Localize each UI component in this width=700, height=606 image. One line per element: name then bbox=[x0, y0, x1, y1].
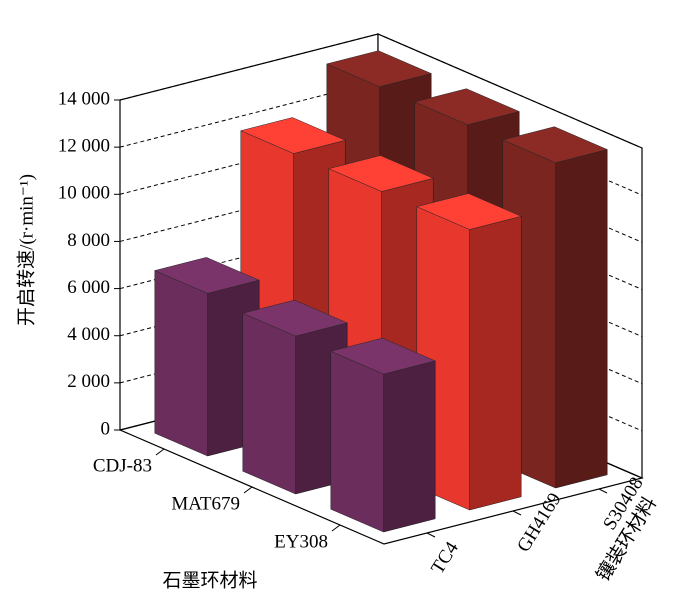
bar bbox=[330, 337, 436, 533]
x-tick bbox=[243, 486, 253, 494]
x-tick bbox=[331, 524, 341, 532]
y-tick-label: 4 000 bbox=[67, 324, 110, 345]
y-tick-label: 0 bbox=[101, 418, 111, 439]
x-tick bbox=[155, 448, 165, 456]
y-tick-label: 6 000 bbox=[67, 277, 110, 298]
bar-top bbox=[328, 155, 434, 192]
bar-top bbox=[240, 117, 346, 154]
bar-top bbox=[502, 126, 608, 163]
y-tick-label: 12 000 bbox=[58, 136, 110, 157]
depth-tick-label: TC4 bbox=[427, 538, 463, 578]
bar-top bbox=[326, 50, 432, 87]
bar-top bbox=[414, 88, 520, 125]
bar-front bbox=[330, 350, 384, 533]
bar-top bbox=[242, 299, 348, 337]
x-tick-label: MAT679 bbox=[171, 493, 240, 514]
bar-front bbox=[154, 270, 208, 457]
x-tick-label: CDJ-83 bbox=[93, 455, 152, 476]
bar-front bbox=[242, 312, 296, 495]
bar-top bbox=[154, 257, 260, 294]
bar-top bbox=[416, 193, 522, 230]
depth-tick-label: GH4169 bbox=[513, 489, 565, 556]
bar-side bbox=[383, 360, 436, 533]
y-tick-label: 10 000 bbox=[58, 183, 110, 204]
depth-tick bbox=[598, 488, 608, 494]
depth-tick bbox=[512, 510, 522, 516]
y-tick-label: 14 000 bbox=[58, 88, 110, 109]
y-tick-label: 8 000 bbox=[67, 230, 110, 251]
grid-line bbox=[119, 33, 643, 149]
y-tick-label: 2 000 bbox=[67, 371, 110, 392]
bar-side bbox=[469, 215, 522, 511]
x-tick-label: EY308 bbox=[274, 531, 328, 552]
depth-tick bbox=[426, 532, 436, 538]
y-axis-title: 开启转速/(r·min⁻¹) bbox=[15, 174, 37, 326]
bar-side bbox=[555, 149, 608, 489]
x-axis-title: 石墨环材料 bbox=[162, 569, 257, 591]
bar-top bbox=[330, 337, 436, 375]
